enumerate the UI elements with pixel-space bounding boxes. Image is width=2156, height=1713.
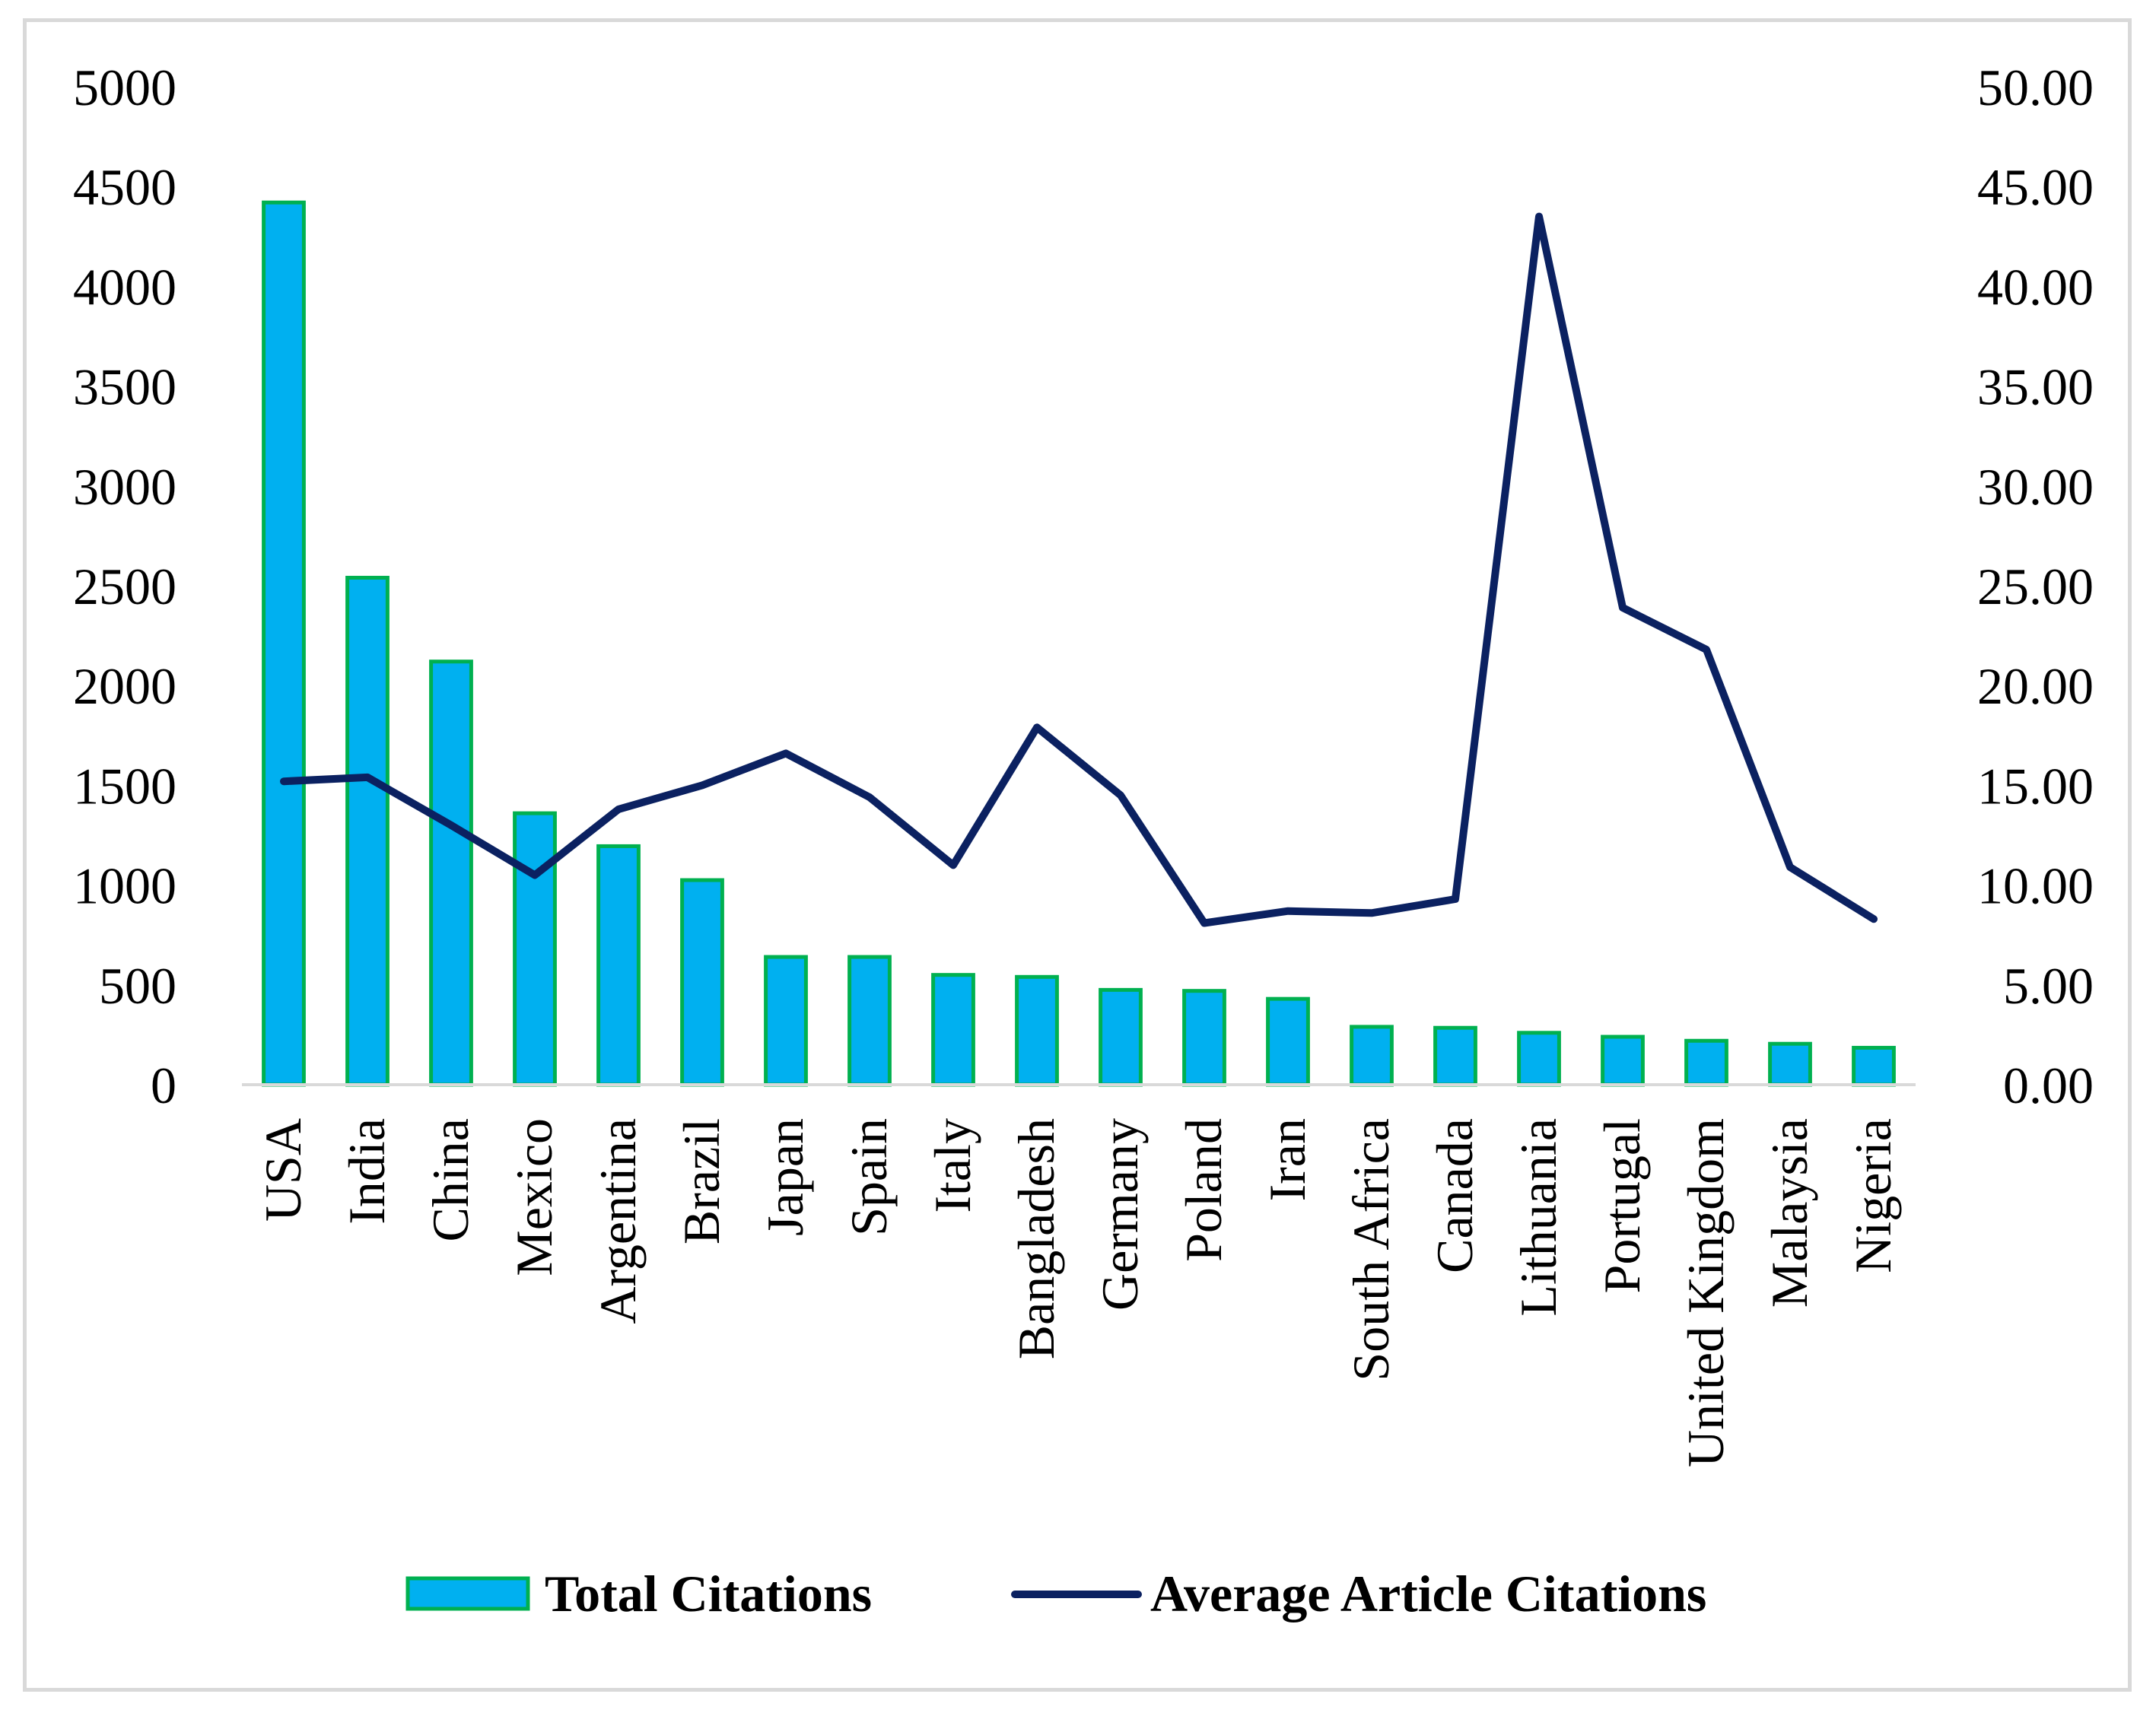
left-tick-label: 500 (99, 957, 176, 1015)
right-tick-label: 35.00 (1977, 358, 2094, 416)
left-tick-label: 0 (151, 1057, 176, 1114)
right-tick-label: 50.00 (1977, 59, 2094, 116)
category-label: Canada (1426, 1118, 1483, 1273)
category-label: Malaysia (1760, 1118, 1818, 1308)
bar-portugal (1601, 1034, 1645, 1087)
category-label: USA (254, 1118, 312, 1222)
bar-united-kingdom (1684, 1038, 1728, 1087)
legend-label-average-article-citations: Average Article Citations (1150, 1565, 1706, 1622)
left-tick-label: 5000 (73, 59, 176, 116)
category-label: United Kingdom (1677, 1118, 1735, 1467)
right-tick-label: 30.00 (1977, 458, 2094, 516)
bar-usa (262, 200, 306, 1087)
average-citations-line (280, 212, 1878, 927)
category-label: Lithuania (1509, 1118, 1567, 1317)
category-labels: USA India China Mexico Argentina Brazil Japan S… (254, 1118, 1902, 1467)
category-label: Mexico (505, 1118, 563, 1276)
left-tick-label: 1000 (73, 857, 176, 915)
bar-south-africa (1350, 1025, 1394, 1087)
right-tick-label: 5.00 (2003, 957, 2094, 1015)
legend-label-total-citations: Total Citations (545, 1565, 872, 1622)
category-label: Bangladesh (1007, 1118, 1065, 1359)
category-label: Argentina (589, 1118, 647, 1324)
right-tick-label: 15.00 (1977, 757, 2094, 815)
bar-japan (764, 955, 808, 1087)
bar-italy (931, 973, 975, 1087)
category-label: South Africa (1342, 1118, 1400, 1381)
category-label: Poland (1175, 1118, 1232, 1262)
category-label: Brazil (673, 1118, 730, 1244)
right-tick-label: 45.00 (1977, 158, 2094, 216)
category-label: China (421, 1118, 479, 1241)
bar-argentina (596, 844, 641, 1087)
bar-lithuania (1517, 1031, 1561, 1087)
category-label: Germany (1091, 1118, 1149, 1311)
left-tick-label: 2500 (73, 558, 176, 615)
bar-india (345, 576, 390, 1087)
bar-malaysia (1768, 1041, 1812, 1087)
chart-frame (23, 18, 2132, 1692)
right-tick-label: 0.00 (2003, 1057, 2094, 1114)
right-axis-ticks: 0.00 5.00 10.00 15.00 20.00 25.00 30.00 35.00 40… (1977, 59, 2094, 1114)
bar-nigeria (1852, 1045, 1896, 1087)
bar-iran (1266, 996, 1310, 1087)
left-tick-label: 4500 (73, 158, 176, 216)
bar-germany (1099, 987, 1143, 1087)
right-tick-label: 40.00 (1977, 258, 2094, 316)
category-label: Spain (840, 1118, 898, 1236)
left-tick-label: 3000 (73, 458, 176, 516)
bar-china (429, 659, 473, 1087)
left-tick-label: 1500 (73, 757, 176, 815)
category-label: Iran (1258, 1118, 1316, 1201)
bar-bangladesh (1015, 974, 1059, 1087)
legend: Total Citations Average Article Citation… (405, 1565, 1706, 1622)
bar-poland (1182, 989, 1226, 1087)
right-tick-label: 20.00 (1977, 657, 2094, 715)
left-tick-label: 3500 (73, 358, 176, 416)
bar-canada (1433, 1025, 1477, 1087)
legend-swatch-total-citations (405, 1576, 530, 1611)
bar-brazil (680, 878, 724, 1087)
left-tick-label: 4000 (73, 258, 176, 316)
left-axis-ticks: 0 500 1000 1500 2000 2500 3000 3500 4000 4500 5000 (73, 59, 176, 1114)
category-label: Portugal (1593, 1118, 1651, 1293)
category-label: Italy (924, 1118, 981, 1213)
bar-series-total-citations (262, 200, 1896, 1087)
bar-mexico (513, 811, 557, 1087)
bar-spain (847, 955, 892, 1087)
line-series-average-article-citations (280, 212, 1878, 927)
right-tick-label: 25.00 (1977, 558, 2094, 615)
right-tick-label: 10.00 (1977, 857, 2094, 915)
left-tick-label: 2000 (73, 657, 176, 715)
category-label: India (338, 1118, 396, 1225)
category-label: Japan (756, 1118, 814, 1236)
category-label: Nigeria (1844, 1118, 1902, 1273)
